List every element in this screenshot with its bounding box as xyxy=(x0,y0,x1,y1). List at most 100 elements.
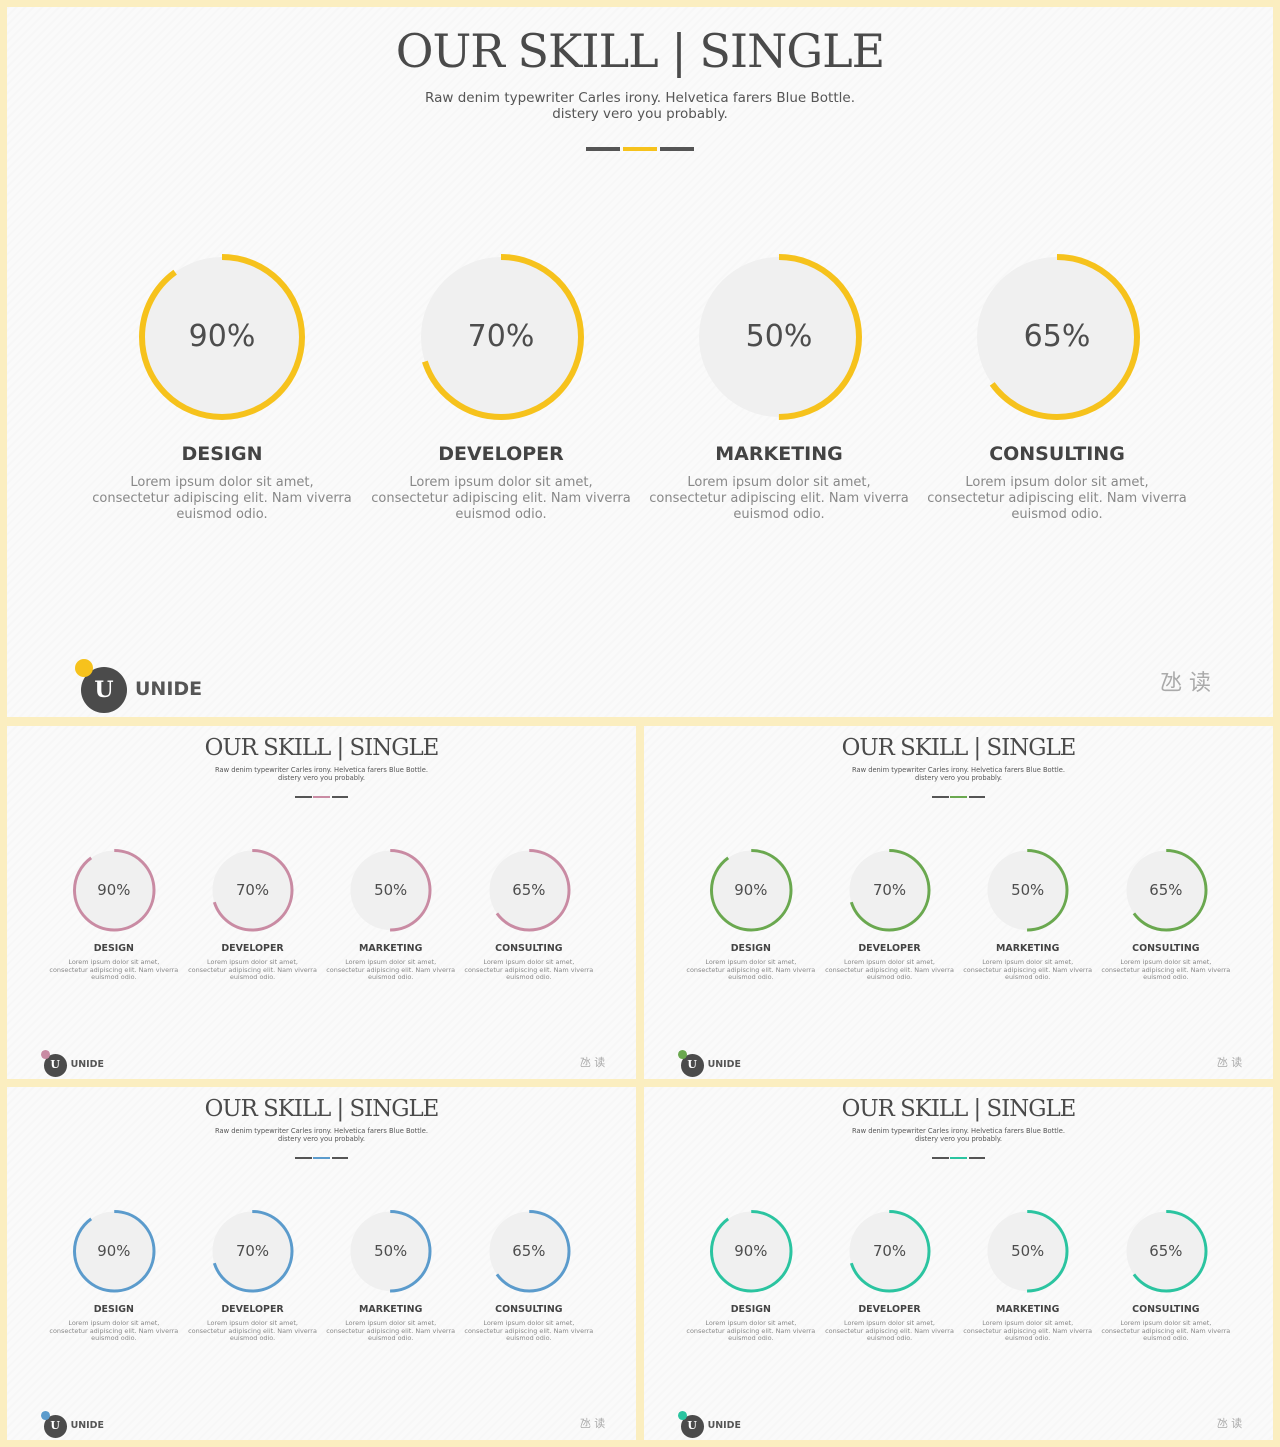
title-divider xyxy=(931,1156,986,1159)
skill-label: MARKETING xyxy=(359,1303,423,1315)
ring-progress-arc xyxy=(72,848,156,932)
progress-ring-svg xyxy=(72,1209,156,1293)
brand-name: UNIDE xyxy=(707,1059,741,1071)
skill-design: 90% DESIGN Lorem ipsum dolor sit amet, con… xyxy=(684,848,818,981)
progress-ring: 70% xyxy=(848,1209,931,1293)
skill-design: 90% DESIGN Lorem ipsum dolor sit amet, con… xyxy=(87,254,357,522)
skill-marketing: 50% MARKETING Lorem ipsum dolor sit amet, … xyxy=(961,848,1095,981)
skill-description: Lorem ipsum dolor sit amet, consectetur … xyxy=(825,957,954,982)
logo-accent-dot xyxy=(40,1050,50,1059)
progress-ring: 50% xyxy=(986,1209,1069,1293)
progress-ring: 65% xyxy=(974,254,1140,420)
skill-percent: 70% xyxy=(467,319,535,354)
skill-consulting: 65% CONSULTING Lorem ipsum dolor sit amet,… xyxy=(1099,848,1233,981)
ring-background xyxy=(699,257,859,417)
skill-description: Lorem ipsum dolor sit amet, consectetur … xyxy=(825,1318,954,1343)
progress-ring-svg xyxy=(211,848,294,932)
ring-background xyxy=(421,257,581,417)
skill-label: DEVELOPER xyxy=(438,443,564,465)
ring-progress-arc xyxy=(211,1209,294,1293)
progress-ring-svg xyxy=(349,848,432,932)
divider-dark-segment xyxy=(294,1156,312,1159)
skill-percent: 90% xyxy=(97,880,131,899)
slide-title: OUR SKILL | SINGLE xyxy=(395,24,885,78)
progress-ring-svg xyxy=(696,254,862,420)
skill-label: CONSULTING xyxy=(989,443,1125,465)
skill-label: CONSULTING xyxy=(495,942,563,954)
slide-1: OUR SKILL | SINGLE Raw denim typewriter C… xyxy=(7,7,1273,717)
skill-description: Lorem ipsum dolor sit amet, consectetur … xyxy=(927,475,1187,522)
skill-label: DESIGN xyxy=(730,1303,771,1315)
progress-ring: 50% xyxy=(349,848,432,932)
skill-consulting: 65% CONSULTING Lorem ipsum dolor sit amet,… xyxy=(462,1209,596,1342)
skill-developer: 70% DEVELOPER Lorem ipsum dolor sit amet, … xyxy=(822,1209,956,1342)
skill-label: DESIGN xyxy=(93,942,134,954)
divider-accent-segment xyxy=(313,795,331,798)
skill-marketing: 50% MARKETING Lorem ipsum dolor sit amet, … xyxy=(644,254,914,522)
slide-subtitle: Raw denim typewriter Carles irony. Helve… xyxy=(425,90,855,122)
skill-description: Lorem ipsum dolor sit amet, consectetur … xyxy=(963,957,1093,982)
progress-ring-svg xyxy=(1124,848,1208,932)
title-divider xyxy=(294,795,349,798)
logo-mark-icon: U xyxy=(43,1054,67,1077)
progress-ring: 65% xyxy=(487,1209,571,1293)
slide-2: OUR SKILL | SINGLE Raw denim typewriter C… xyxy=(7,726,636,1079)
skill-consulting: 65% CONSULTING Lorem ipsum dolor sit amet,… xyxy=(462,848,596,981)
skill-label: MARKETING xyxy=(996,1303,1060,1315)
slide-4: OUR SKILL | SINGLE Raw denim typewriter C… xyxy=(7,1087,636,1440)
skill-consulting: 65% CONSULTING Lorem ipsum dolor sit amet,… xyxy=(1099,1209,1233,1342)
divider-dark-segment xyxy=(931,1156,949,1159)
ring-progress-arc xyxy=(139,254,305,420)
skill-percent: 65% xyxy=(512,880,546,899)
skill-percent: 70% xyxy=(235,1241,270,1260)
skill-label: DESIGN xyxy=(730,942,771,954)
progress-ring-svg xyxy=(709,1209,793,1293)
skill-description: Lorem ipsum dolor sit amet, consectetur … xyxy=(963,1318,1093,1343)
divider-dark-segment xyxy=(586,147,620,151)
ring-background xyxy=(489,1211,569,1291)
skill-description: Lorem ipsum dolor sit amet, consectetur … xyxy=(326,1318,456,1343)
skill-label: DEVELOPER xyxy=(221,942,284,954)
progress-ring: 70% xyxy=(418,254,584,420)
skill-percent: 65% xyxy=(1023,319,1091,354)
logo-mark-icon: U xyxy=(43,1415,67,1438)
divider-dark-segment xyxy=(294,795,312,798)
skill-design: 90% DESIGN Lorem ipsum dolor sit amet, con… xyxy=(47,848,181,981)
slide-title: OUR SKILL | SINGLE xyxy=(204,1095,440,1122)
progress-ring: 50% xyxy=(986,848,1069,932)
divider-dark-segment xyxy=(968,795,986,798)
skill-marketing: 50% MARKETING Lorem ipsum dolor sit amet, … xyxy=(324,1209,458,1342)
skill-percent: 50% xyxy=(374,880,408,899)
skill-percent: 90% xyxy=(188,319,256,354)
slide-3: OUR SKILL | SINGLE Raw denim typewriter C… xyxy=(644,726,1273,1079)
skill-description: Lorem ipsum dolor sit amet, consectetur … xyxy=(464,957,594,982)
skill-marketing: 50% MARKETING Lorem ipsum dolor sit amet, … xyxy=(961,1209,1095,1342)
ring-background xyxy=(987,1211,1068,1291)
ring-background xyxy=(74,1211,154,1291)
skill-consulting: 65% CONSULTING Lorem ipsum dolor sit amet,… xyxy=(922,254,1192,522)
skill-developer: 70% DEVELOPER Lorem ipsum dolor sit amet, … xyxy=(185,848,319,981)
progress-ring-svg xyxy=(974,254,1140,420)
progress-ring-svg xyxy=(487,1209,571,1293)
ring-progress-arc xyxy=(349,848,432,932)
skill-marketing: 50% MARKETING Lorem ipsum dolor sit amet, … xyxy=(324,848,458,981)
progress-ring-svg xyxy=(349,1209,432,1293)
progress-ring: 50% xyxy=(696,254,862,420)
progress-ring-svg xyxy=(986,1209,1069,1293)
skill-percent: 65% xyxy=(1149,880,1183,899)
skill-percent: 70% xyxy=(872,880,907,899)
skill-description: Lorem ipsum dolor sit amet, consectetur … xyxy=(464,1318,594,1343)
progress-ring: 90% xyxy=(709,1209,793,1293)
skill-percent: 70% xyxy=(872,1241,907,1260)
ring-background xyxy=(74,850,154,930)
skill-developer: 70% DEVELOPER Lorem ipsum dolor sit amet, … xyxy=(185,1209,319,1342)
title-divider xyxy=(931,795,986,798)
skill-description: Lorem ipsum dolor sit amet, consectetur … xyxy=(326,957,456,982)
progress-ring-svg xyxy=(487,848,571,932)
progress-ring: 70% xyxy=(211,848,294,932)
ring-background xyxy=(142,257,302,417)
progress-ring-svg xyxy=(139,254,305,420)
slide-subtitle: Raw denim typewriter Carles irony. Helve… xyxy=(215,766,428,783)
progress-ring-svg xyxy=(418,254,584,420)
ring-background xyxy=(350,1211,431,1291)
